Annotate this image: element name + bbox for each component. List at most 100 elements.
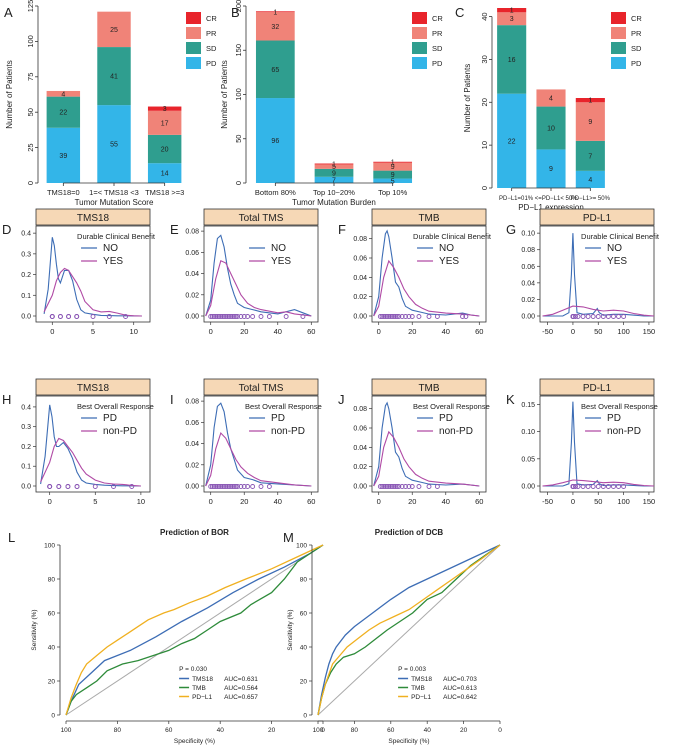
data-point <box>570 314 576 319</box>
y-tick-label: 100 <box>44 543 55 550</box>
x-tick-label: 0 <box>50 327 54 336</box>
legend-label: PD <box>439 413 453 424</box>
data-label: 10 <box>547 126 555 133</box>
legend-title: Durable Clinical Benefit <box>413 232 492 241</box>
data-point <box>66 314 72 319</box>
legend-label: CR <box>432 14 443 23</box>
bar-CR-2 <box>147 106 182 111</box>
legend-label: SD <box>432 44 443 53</box>
data-point <box>216 484 222 489</box>
bar-panel-B: B 0 50 100 150 200 Number of Patients 96 65 32 1 Bo… <box>220 0 443 207</box>
category-label: TMS18 >=3 <box>145 188 184 197</box>
data-label: 17 <box>161 120 169 127</box>
data-point <box>57 314 63 319</box>
data-point <box>225 484 230 489</box>
y-tick-label: 40 <box>300 645 308 652</box>
y-tick-label: 40 <box>48 645 56 652</box>
data-point <box>208 314 214 319</box>
bar-CR-0 <box>497 8 527 13</box>
legend-label: PD <box>271 413 285 424</box>
strip <box>35 378 151 396</box>
legend-label: NO <box>439 243 454 254</box>
data-label: 7 <box>332 177 336 184</box>
x-tick-label: 100 <box>617 497 630 506</box>
density-panel-F: F TMB 0.00 0.02 0.04 0.06 0.08 0 20 40 60 Durable C… <box>338 208 492 336</box>
bar-SD-2 <box>575 140 605 171</box>
p-value: P = 0.030 <box>179 666 207 673</box>
data-label: 5 <box>391 178 395 185</box>
data-point <box>573 484 578 489</box>
data-point <box>238 314 244 319</box>
data-point <box>211 484 217 489</box>
data-point <box>49 314 55 319</box>
panel-label: G <box>506 222 516 237</box>
y-tick-label: 80 <box>300 577 308 584</box>
data-point <box>595 314 601 319</box>
panel-label: A <box>4 5 13 20</box>
data-label: 16 <box>508 57 516 64</box>
data-point <box>92 484 98 489</box>
y-tick-label: 0.2 <box>21 272 31 279</box>
x-tick-label: 20 <box>268 727 276 734</box>
bar-SD-1 <box>97 47 131 106</box>
data-point <box>379 314 385 319</box>
legend-series-name: PD−L1 <box>411 694 431 701</box>
y-tick-label: 0.02 <box>185 462 199 469</box>
legend-swatch-CR <box>611 12 626 24</box>
bar-PR-2 <box>373 162 413 171</box>
x-tick-label: 100 <box>617 327 630 336</box>
data-point <box>381 314 387 319</box>
y-tick-label: 0 <box>234 181 243 185</box>
strip-label: TMS18 <box>77 383 110 394</box>
legend-label: PD <box>206 59 217 68</box>
data-point <box>611 484 616 489</box>
x-axis-label: Specificity (%) <box>388 738 429 745</box>
strip <box>203 378 319 396</box>
x-tick-label: 40 <box>424 727 432 734</box>
panel-box <box>539 395 655 493</box>
data-point <box>426 484 432 489</box>
data-label: 1 <box>391 160 395 167</box>
y-tick-label: 0.06 <box>185 250 199 257</box>
legend-series-name: TMB <box>192 685 206 692</box>
legend-label: NO <box>103 243 118 254</box>
strip <box>203 208 319 226</box>
data-point <box>463 314 469 319</box>
y-axis-label: Number of Patients <box>463 64 472 132</box>
legend-swatch-PR <box>186 27 201 39</box>
data-point <box>241 484 247 489</box>
y-tick-label: 0 <box>303 713 307 720</box>
x-tick-label: 100 <box>313 727 324 734</box>
x-tick-label: 0 <box>209 497 213 506</box>
panel-box <box>203 395 319 493</box>
data-point <box>250 314 256 319</box>
panel-label: D <box>2 222 11 237</box>
data-point <box>382 484 388 489</box>
legend-label: YES <box>607 256 627 267</box>
data-label: 9 <box>332 170 336 177</box>
data-label: 1 <box>588 98 592 105</box>
density-panel-J: J TMB 0.00 0.02 0.04 0.06 0.08 0 20 40 60 Best Over… <box>338 378 490 506</box>
panel-label: M <box>283 530 294 545</box>
legend-label: PR <box>631 29 642 38</box>
bar-CR-0 <box>255 11 295 13</box>
strip <box>35 208 151 226</box>
data-point <box>616 314 621 319</box>
x-tick-label: 40 <box>274 327 282 336</box>
y-tick-label: 80 <box>48 577 56 584</box>
data-point <box>605 314 611 319</box>
data-point <box>406 314 412 319</box>
data-point <box>399 484 405 489</box>
y-tick-label: 0.04 <box>521 280 535 287</box>
curve-PD <box>542 401 654 487</box>
legend-label: non-PD <box>271 426 305 437</box>
bar-PD-0 <box>497 93 527 188</box>
legend-series-name: TMS18 <box>192 676 213 683</box>
x-tick-label: 60 <box>475 497 483 506</box>
legend-swatch-PR <box>412 27 427 39</box>
data-point <box>575 314 581 319</box>
x-tick-label: 60 <box>475 327 483 336</box>
data-point <box>233 314 239 319</box>
y-tick-label: 0.08 <box>185 229 199 236</box>
data-point <box>258 484 264 489</box>
